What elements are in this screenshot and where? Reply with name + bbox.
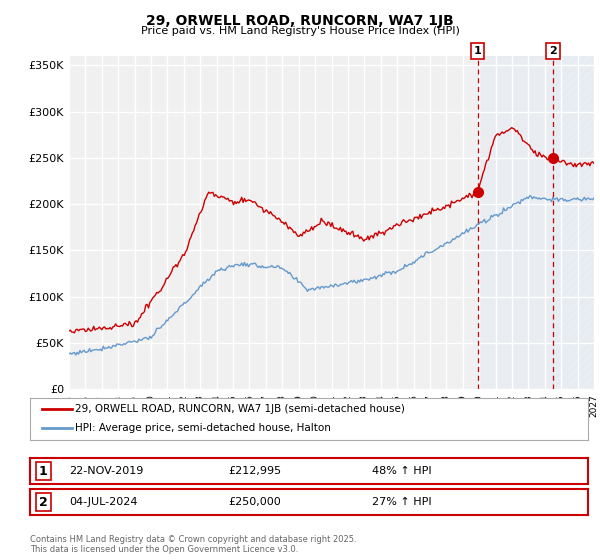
Text: Price paid vs. HM Land Registry's House Price Index (HPI): Price paid vs. HM Land Registry's House …	[140, 26, 460, 36]
Text: Contains HM Land Registry data © Crown copyright and database right 2025.
This d: Contains HM Land Registry data © Crown c…	[30, 535, 356, 554]
Text: 27% ↑ HPI: 27% ↑ HPI	[372, 497, 431, 507]
Bar	[553, 56, 594, 389]
Text: 1: 1	[39, 465, 48, 478]
Text: £250,000: £250,000	[228, 497, 281, 507]
Text: 22-NOV-2019: 22-NOV-2019	[69, 466, 143, 476]
Text: 1: 1	[473, 46, 481, 56]
Text: £212,995: £212,995	[228, 466, 281, 476]
Text: 48% ↑ HPI: 48% ↑ HPI	[372, 466, 431, 476]
Text: 29, ORWELL ROAD, RUNCORN, WA7 1JB: 29, ORWELL ROAD, RUNCORN, WA7 1JB	[146, 14, 454, 28]
Text: 2: 2	[39, 496, 48, 508]
Text: HPI: Average price, semi-detached house, Halton: HPI: Average price, semi-detached house,…	[75, 423, 331, 433]
Text: 29, ORWELL ROAD, RUNCORN, WA7 1JB (semi-detached house): 29, ORWELL ROAD, RUNCORN, WA7 1JB (semi-…	[75, 404, 405, 414]
Bar	[478, 56, 553, 389]
Text: 04-JUL-2024: 04-JUL-2024	[69, 497, 137, 507]
Text: 2: 2	[549, 46, 557, 56]
